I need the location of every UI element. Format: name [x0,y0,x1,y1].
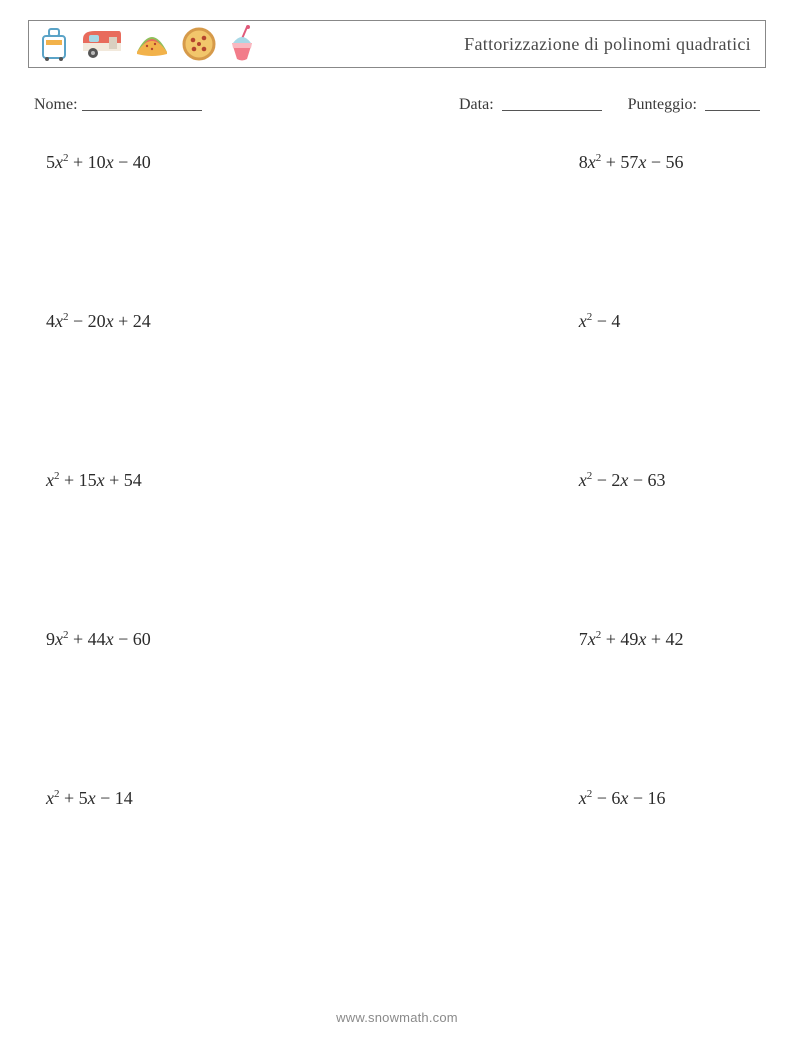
name-label: Nome: [34,96,78,114]
problem: x2 − 4 [579,311,766,470]
score-field: Punteggio: [628,94,760,114]
header-box: Fattorizzazione di polinomi quadratici [28,20,766,68]
problem: x2 − 2x − 63 [579,470,766,629]
score-blank[interactable] [705,96,760,111]
date-field: Data: [459,94,602,114]
problem: x2 + 15x + 54 [46,470,233,629]
problem: 7x2 + 49x + 42 [579,629,766,788]
suitcase-icon [37,26,71,62]
problem-row: x2 + 5x − 14 x2 − 6x − 16 [46,788,766,947]
name-field: Nome: [34,94,202,114]
name-blank[interactable] [82,96,202,111]
worksheet-title: Fattorizzazione di polinomi quadratici [464,34,751,55]
problem: x2 + 5x − 14 [46,788,233,947]
worksheet-page: Fattorizzazione di polinomi quadratici N… [0,0,794,1053]
problem-row: 5x2 + 10x − 40 8x2 + 57x − 56 [46,152,766,311]
score-label: Punteggio: [628,96,697,113]
date-label: Data: [459,96,494,113]
problem: 5x2 + 10x − 40 [46,152,233,311]
problem-row: x2 + 15x + 54 x2 − 2x − 63 [46,470,766,629]
date-blank[interactable] [502,96,602,111]
problem-row: 4x2 − 20x + 24 x2 − 4 [46,311,766,470]
pizza-icon [181,26,217,62]
problem: 9x2 + 44x − 60 [46,629,233,788]
problem: 8x2 + 57x − 56 [579,152,766,311]
problems-grid: 5x2 + 10x − 408x2 + 57x − 564x2 − 20x + … [46,152,766,947]
header-icons [37,25,257,63]
problem: x2 − 6x − 16 [579,788,766,947]
problem-row: 9x2 + 44x − 60 7x2 + 49x + 42 [46,629,766,788]
meta-row: Nome: Data: Punteggio: [34,94,760,114]
camper-icon [81,27,123,61]
shaved-ice-icon [227,25,257,63]
footer-url: www.snowmath.com [0,1010,794,1025]
problem: 4x2 − 20x + 24 [46,311,233,470]
taco-icon [133,28,171,60]
